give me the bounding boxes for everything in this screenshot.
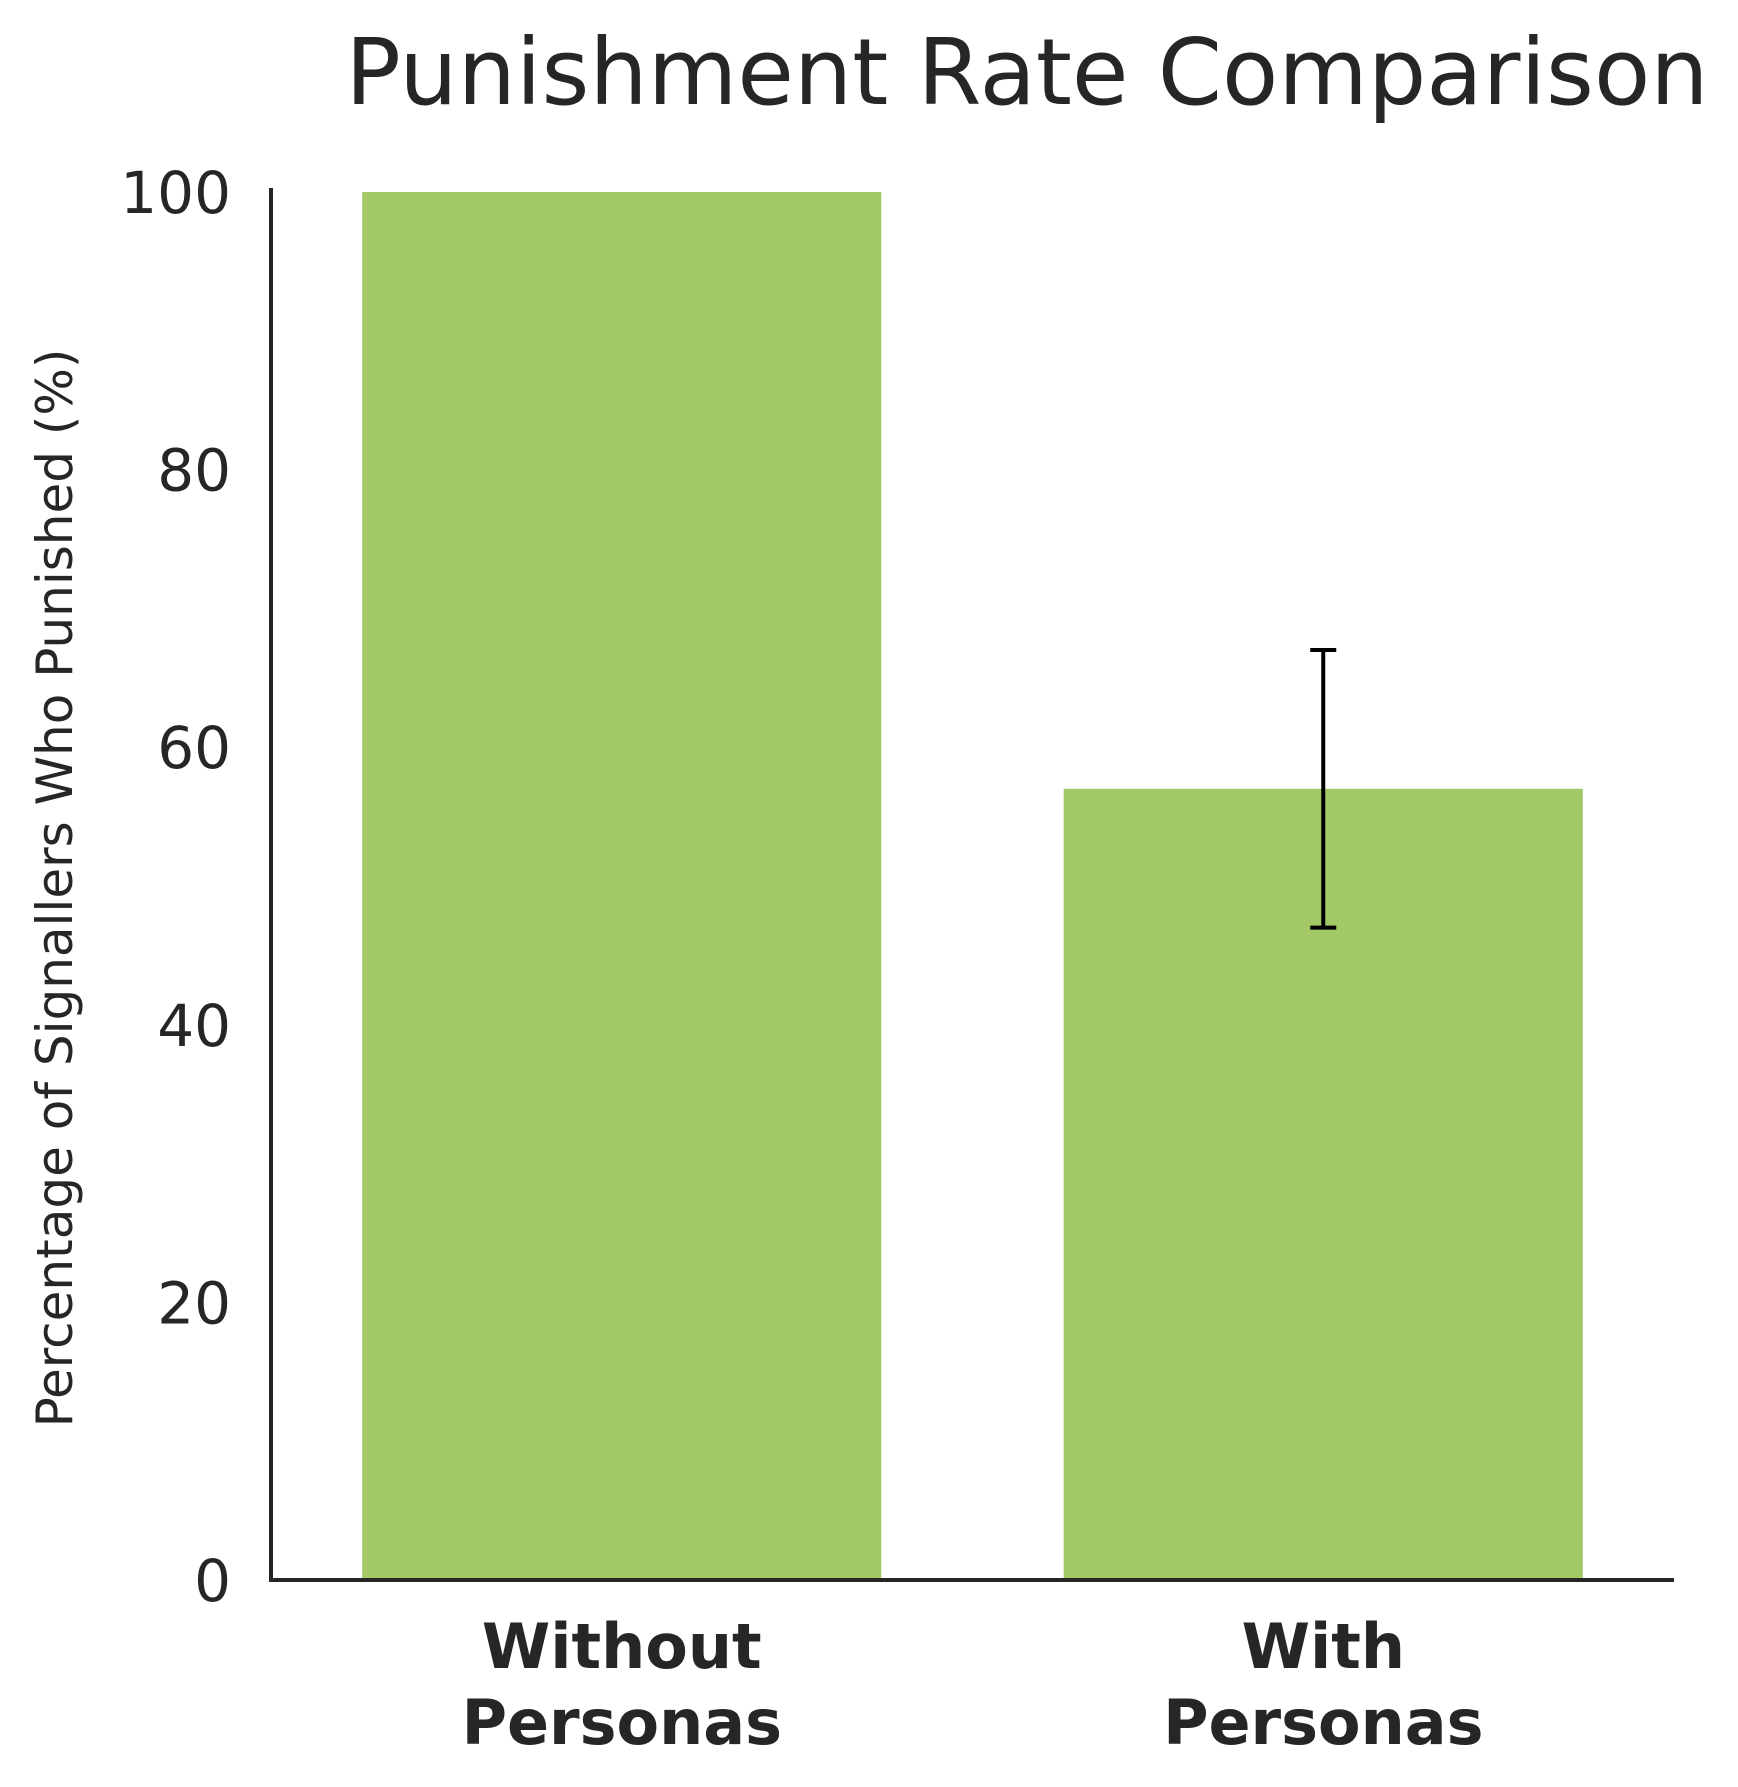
y-tick-label-20: 20 <box>157 1269 231 1337</box>
x-labels-layer: Without Personas With Personas <box>462 1610 1484 1759</box>
y-ticks-layer: 0 20 40 60 80 100 <box>120 159 231 1615</box>
y-tick-label-60: 60 <box>157 714 231 782</box>
chart-title: Punishment Rate Comparison <box>345 19 1708 126</box>
x-tick-label-0: Without Personas <box>462 1610 782 1759</box>
bar-0 <box>362 192 882 1580</box>
y-tick-label-100: 100 <box>120 159 231 227</box>
bars-layer <box>362 192 1583 1580</box>
y-tick-label-0: 0 <box>194 1547 231 1615</box>
error-bars-layer <box>1310 648 1337 930</box>
error-bar-1 <box>1310 648 1337 930</box>
y-tick-label-40: 40 <box>157 992 231 1060</box>
y-tick-label-80: 80 <box>157 437 231 505</box>
x-tick-label-1: With Personas <box>1163 1610 1483 1759</box>
y-axis-label: Percentage of Signallers Who Punished (%… <box>26 349 84 1428</box>
